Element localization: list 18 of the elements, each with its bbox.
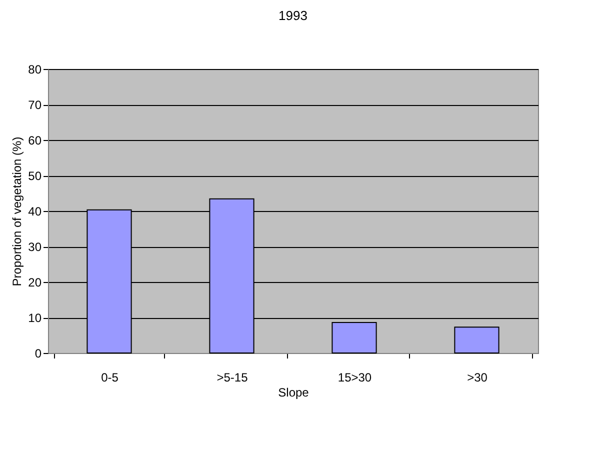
x-tick-label: 15>30	[338, 370, 372, 384]
x-tick-label: >30	[467, 370, 488, 384]
y-tick-label: 50	[28, 169, 42, 183]
bar	[332, 322, 377, 354]
y-tick-label: 0	[34, 346, 42, 360]
y-tick-label: 30	[28, 240, 42, 254]
y-axis-title: Proportion of vegetation (%)	[10, 136, 24, 286]
y-tick-label: 40	[28, 204, 42, 218]
y-tick-label: 60	[28, 134, 42, 148]
y-tick-label: 70	[28, 98, 42, 112]
x-tick-label: 0-5	[101, 370, 119, 384]
x-tick-label: >5-15	[216, 370, 248, 384]
y-tick-label: 10	[28, 311, 42, 325]
bar	[454, 326, 500, 354]
x-axis-title: Slope	[278, 386, 310, 400]
y-tick-label: 20	[28, 276, 42, 290]
y-tick-label: 80	[28, 62, 42, 76]
chart-title: 1993	[278, 8, 308, 23]
